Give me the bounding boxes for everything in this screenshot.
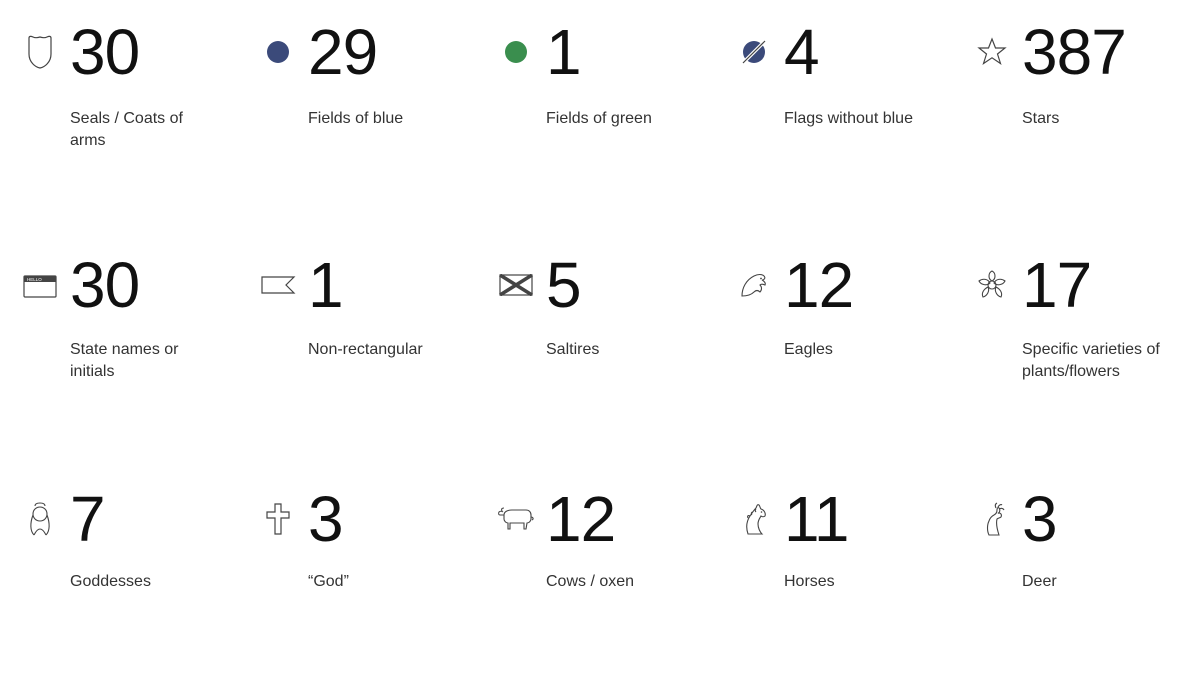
stat-label: Eagles xyxy=(784,339,934,361)
stat-label: Horses xyxy=(784,571,934,593)
stat-stars: 387 Stars xyxy=(972,20,1180,223)
stat-value: 30 xyxy=(70,20,139,84)
stat-fields-blue: 29 Fields of blue xyxy=(258,20,466,223)
stat-value: 1 xyxy=(308,253,343,317)
shield-icon xyxy=(20,28,60,76)
cross-icon xyxy=(258,495,298,543)
stat-value: 1 xyxy=(546,20,581,84)
stat-fields-green: 1 Fields of green xyxy=(496,20,704,223)
stat-value: 12 xyxy=(546,487,615,551)
stat-god: 3 “God” xyxy=(258,487,466,690)
star-icon xyxy=(972,28,1012,76)
stat-value: 3 xyxy=(1022,487,1057,551)
saltire-icon xyxy=(496,261,536,309)
stat-value: 12 xyxy=(784,253,853,317)
stat-label: Cows / oxen xyxy=(546,571,696,593)
stat-label: Fields of blue xyxy=(308,108,458,130)
stat-saltires: 5 Saltires xyxy=(496,253,704,456)
stat-label: Fields of green xyxy=(546,108,696,130)
stats-grid: 30 Seals / Coats of arms 29 Fields of bl… xyxy=(0,0,1200,700)
stat-value: 11 xyxy=(784,487,848,551)
stat-value: 5 xyxy=(546,253,581,317)
stat-value: 3 xyxy=(308,487,343,551)
stat-value: 30 xyxy=(70,253,139,317)
stat-label: “God” xyxy=(308,571,458,593)
stat-horses: 11 Horses xyxy=(734,487,942,690)
stat-label: Specific varieties of plants/flowers xyxy=(1022,339,1172,382)
deer-icon xyxy=(972,495,1012,543)
stat-label: Stars xyxy=(1022,108,1172,130)
goddess-icon xyxy=(20,495,60,543)
stat-label: Saltires xyxy=(546,339,696,361)
horse-icon xyxy=(734,495,774,543)
stat-value: 387 xyxy=(1022,20,1126,84)
svg-text:HELLO: HELLO xyxy=(27,277,42,282)
stat-label: Goddesses xyxy=(70,571,220,593)
slashed-dot-icon xyxy=(734,28,774,76)
stat-goddesses: 7 Goddesses xyxy=(20,487,228,690)
stat-non-rectangular: 1 Non-rectangular xyxy=(258,253,466,456)
stat-state-names: HELLO 30 State names or initials xyxy=(20,253,228,456)
blue-dot-icon xyxy=(258,28,298,76)
stat-label: Deer xyxy=(1022,571,1172,593)
green-dot-icon xyxy=(496,28,536,76)
stat-label: Flags without blue xyxy=(784,108,934,130)
stat-value: 29 xyxy=(308,20,377,84)
pennant-icon xyxy=(258,261,298,309)
stat-value: 4 xyxy=(784,20,819,84)
stat-deer: 3 Deer xyxy=(972,487,1180,690)
cow-icon xyxy=(496,495,536,543)
stat-no-blue: 4 Flags without blue xyxy=(734,20,942,223)
stat-cows: 12 Cows / oxen xyxy=(496,487,704,690)
nametag-icon: HELLO xyxy=(20,261,60,309)
stat-label: State names or initials xyxy=(70,339,220,382)
stat-plants: 17 Specific varieties of plants/flowers xyxy=(972,253,1180,456)
stat-value: 7 xyxy=(70,487,105,551)
eagle-icon xyxy=(734,261,774,309)
stat-seals: 30 Seals / Coats of arms xyxy=(20,20,228,223)
stat-value: 17 xyxy=(1022,253,1091,317)
flower-icon xyxy=(972,261,1012,309)
stat-label: Seals / Coats of arms xyxy=(70,108,220,151)
stat-label: Non-rectangular xyxy=(308,339,458,361)
stat-eagles: 12 Eagles xyxy=(734,253,942,456)
